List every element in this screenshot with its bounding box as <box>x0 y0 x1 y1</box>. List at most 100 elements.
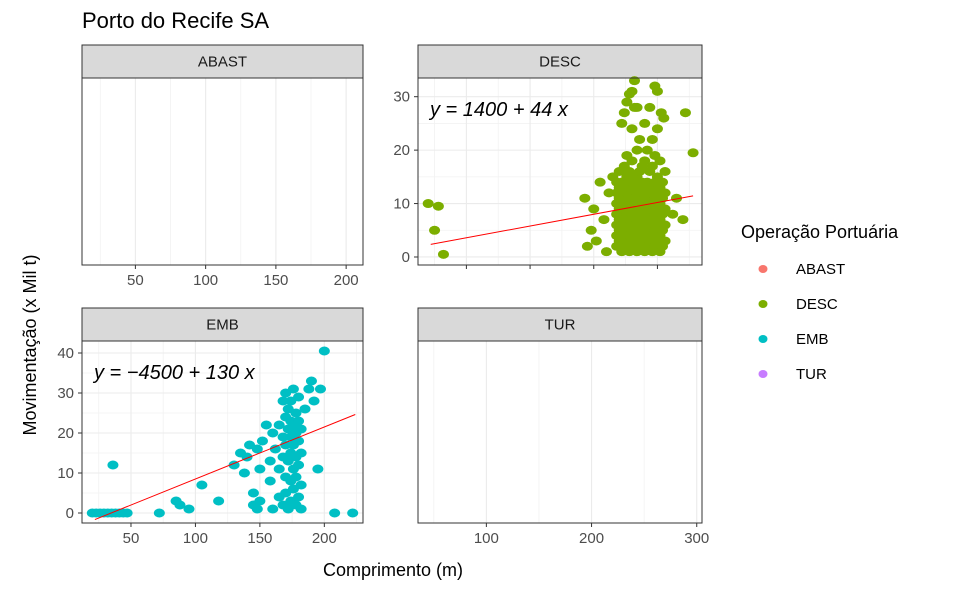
data-point <box>347 508 359 518</box>
data-point <box>312 464 324 474</box>
data-point <box>616 118 628 128</box>
data-point <box>634 134 646 144</box>
data-point <box>679 108 691 118</box>
data-point <box>646 134 658 144</box>
x-tick-label: 50 <box>127 272 144 289</box>
data-point <box>260 420 272 430</box>
x-tick-label: 50 <box>123 530 140 547</box>
y-tick-label: 10 <box>393 196 410 213</box>
data-point <box>183 504 195 514</box>
legend-title: Operação Portuária <box>741 222 899 242</box>
facet-strip-label: DESC <box>539 54 581 71</box>
facet-tur: TUR 100 200 300 <box>417 307 709 547</box>
data-point <box>598 215 610 225</box>
data-point <box>603 188 615 198</box>
facet-emb: EMB 50 100 150 200 0 10 20 30 40 y = −4500 + 130 x <box>57 307 364 547</box>
data-point <box>651 124 663 134</box>
legend-label: TUR <box>796 366 827 383</box>
data-point <box>295 424 307 434</box>
data-point <box>579 193 591 203</box>
data-point <box>295 480 307 490</box>
legend-label: DESC <box>796 296 838 313</box>
data-point <box>659 220 671 230</box>
data-point <box>254 464 266 474</box>
legend-label: ABAST <box>796 261 845 278</box>
facet-strip-label: EMB <box>206 317 239 334</box>
data-point <box>273 464 285 474</box>
data-point <box>429 225 441 235</box>
x-tick-label: 200 <box>579 530 604 547</box>
data-point <box>196 480 208 490</box>
y-tick-label: 20 <box>57 425 74 442</box>
y-tick-label: 40 <box>57 345 74 362</box>
x-tick-label: 150 <box>263 272 288 289</box>
x-tick-label: 300 <box>684 530 709 547</box>
data-point <box>287 384 299 394</box>
data-point <box>305 376 317 386</box>
y-tick-label: 0 <box>66 505 74 522</box>
facet-strip-label: ABAST <box>198 54 247 71</box>
data-point <box>269 444 281 454</box>
data-point <box>251 504 263 514</box>
data-point <box>329 508 341 518</box>
data-point <box>626 156 638 166</box>
data-point <box>659 204 671 214</box>
data-point <box>251 444 263 454</box>
legend: Operação Portuária ABAST DESC EMB TUR <box>741 222 899 383</box>
data-point <box>621 97 633 107</box>
data-point <box>585 225 597 235</box>
panel-border <box>81 340 364 524</box>
data-point <box>280 440 292 450</box>
y-tick-label: 30 <box>57 385 74 402</box>
facet-strip <box>81 44 364 79</box>
x-tick-label: 200 <box>334 272 359 289</box>
y-tick-label: 30 <box>393 89 410 106</box>
data-point <box>293 492 305 502</box>
data-point <box>264 456 276 466</box>
data-point <box>639 118 651 128</box>
data-point <box>264 476 276 486</box>
data-point <box>174 500 186 510</box>
data-point <box>588 204 600 214</box>
data-point <box>581 241 593 251</box>
regression-equation: y = −4500 + 130 x <box>92 362 256 384</box>
data-point <box>267 504 279 514</box>
data-point <box>659 167 671 176</box>
legend-key <box>758 300 768 308</box>
panel-border <box>417 77 703 266</box>
data-point <box>646 161 658 171</box>
y-tick-label: 20 <box>393 142 410 159</box>
data-point <box>295 504 307 514</box>
facet-strip <box>81 307 364 342</box>
data-point <box>290 408 302 418</box>
data-point <box>314 384 326 394</box>
legend-key <box>758 265 768 273</box>
data-point <box>657 177 669 187</box>
data-point <box>631 145 643 155</box>
panel-background <box>82 78 363 265</box>
data-point <box>626 124 638 134</box>
x-tick-label: 200 <box>312 530 337 547</box>
data-point <box>594 177 606 187</box>
legend-key <box>758 335 768 343</box>
y-axis-title: Movimentação (x Mil t) <box>20 254 40 435</box>
facet-desc: DESC 0 10 20 30 y = 1400 + 44 x <box>393 44 703 269</box>
data-point <box>644 102 656 112</box>
data-point <box>153 508 165 518</box>
data-point <box>318 346 330 356</box>
data-point <box>238 468 250 478</box>
data-point <box>213 496 225 506</box>
regression-equation: y = 1400 + 44 x <box>428 99 569 121</box>
data-point <box>107 460 119 470</box>
data-point <box>432 201 444 211</box>
data-point <box>623 167 635 176</box>
chart-title: Porto do Recife SA <box>82 8 269 33</box>
data-point <box>600 247 612 257</box>
panel-background <box>418 341 702 523</box>
data-point <box>299 404 311 414</box>
data-point <box>422 199 434 209</box>
data-point <box>256 436 268 446</box>
data-point <box>277 432 289 442</box>
data-point <box>277 396 289 406</box>
y-tick-label: 0 <box>402 249 410 266</box>
